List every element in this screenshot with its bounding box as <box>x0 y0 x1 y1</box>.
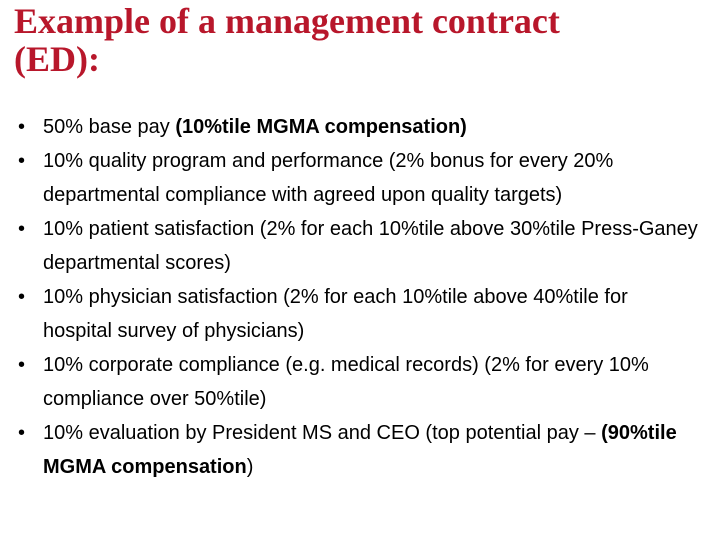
bullet: 50% base pay (10%tile MGMA compensation) <box>18 110 698 144</box>
bullet-bold-text: (10%tile MGMA compensation) <box>175 116 467 138</box>
bullet: 10% physician satisfaction (2% for each … <box>18 280 698 348</box>
bullet-list: 50% base pay (10%tile MGMA compensation)… <box>18 110 698 484</box>
bullet: 10% evaluation by President MS and CEO (… <box>18 416 698 484</box>
bullet: 10% quality program and performance (2% … <box>18 144 698 212</box>
bullet: 10% patient satisfaction (2% for each 10… <box>18 212 698 280</box>
bullet-text: ) <box>246 456 254 478</box>
bullet-text: 10% corporate compliance (e.g. medical r… <box>43 354 649 410</box>
bullet-text: 10% evaluation by President MS and CEO (… <box>43 422 602 444</box>
bullet-text: 10% quality program and performance (2% … <box>43 150 614 206</box>
slide-title: Example of a management contract (ED): <box>14 1 560 79</box>
bullet: 10% corporate compliance (e.g. medical r… <box>18 348 698 416</box>
bullet-text: 10% patient satisfaction (2% for each 10… <box>43 218 698 274</box>
bullet-text: 50% base pay <box>43 116 176 138</box>
bullet-text: 10% physician satisfaction (2% for each … <box>43 286 628 342</box>
bullet-bold-text: (90%tile MGMA compensation <box>43 422 677 478</box>
